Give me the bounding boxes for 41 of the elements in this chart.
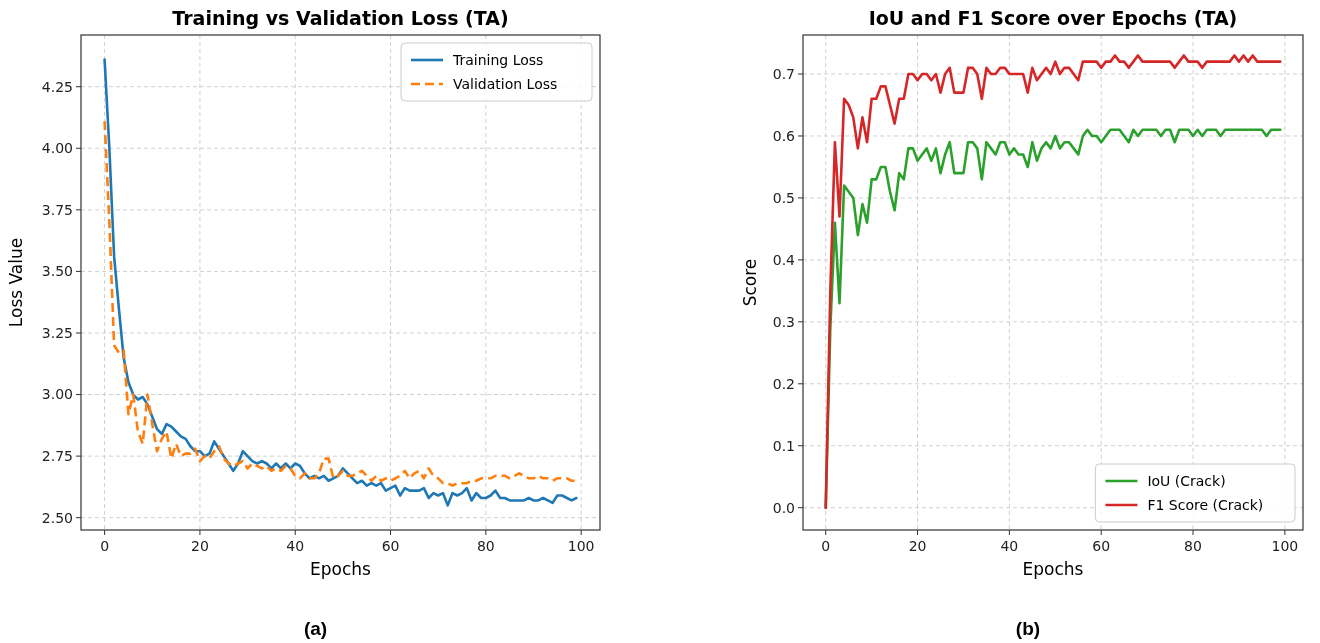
text: (a) [303,618,328,639]
y-tick-label: 3.00 [41,386,73,403]
x-tick-label: 80 [1184,538,1202,554]
x-axis-title: Epochs [1022,559,1084,579]
chart-title: Training vs Validation Loss (TA) [172,7,509,29]
x-tick-label: 0 [100,538,110,554]
y-tick-label: 0.7 [772,65,795,82]
y-tick-label: 0.3 [772,313,795,330]
line-series [103,119,578,487]
y-tick-label: 2.50 [41,509,73,526]
x-tick-label: 40 [1000,538,1019,554]
y-tick-label: 0.2 [772,375,795,392]
x-tick-label: 80 [476,538,495,554]
x-tick-label: 100 [1271,538,1299,554]
x-tick-label: 40 [286,538,305,554]
text: (b) [1015,618,1041,639]
x-tick-label: 20 [908,538,927,554]
legend-label: Training Loss [452,51,544,68]
y-axis-title: Score [740,258,760,307]
y-tick-label: 4.25 [41,78,73,95]
y-tick-label: 0.1 [772,437,795,454]
legend-label: F1 Score (Crack) [1147,496,1264,513]
y-tick-label: 0.6 [772,127,796,144]
y-tick-label: 3.75 [41,201,73,218]
y-tick-label: 0.0 [772,499,795,516]
legend-label: IoU (Crack) [1147,472,1226,489]
y-tick-label: 3.50 [41,263,73,280]
x-tick-label: 100 [567,538,595,554]
legend-label: Validation Loss [453,75,558,92]
x-tick-label: 60 [1092,538,1111,554]
y-tick-label: 0.4 [772,251,796,268]
chart-title: IoU and F1 Score over Epochs (TA) [868,7,1238,29]
x-tick-label: 60 [381,538,400,554]
y-tick-label: 2.75 [41,448,73,465]
x-tick-label: 20 [190,538,209,554]
x-axis-title: Epochs [310,559,372,579]
y-tick-label: 3.25 [41,324,73,341]
y-axis-title: Loss Value [6,237,26,328]
y-tick-label: 0.5 [772,189,795,206]
x-tick-label: 0 [821,538,831,554]
y-tick-label: 4.00 [41,140,73,157]
